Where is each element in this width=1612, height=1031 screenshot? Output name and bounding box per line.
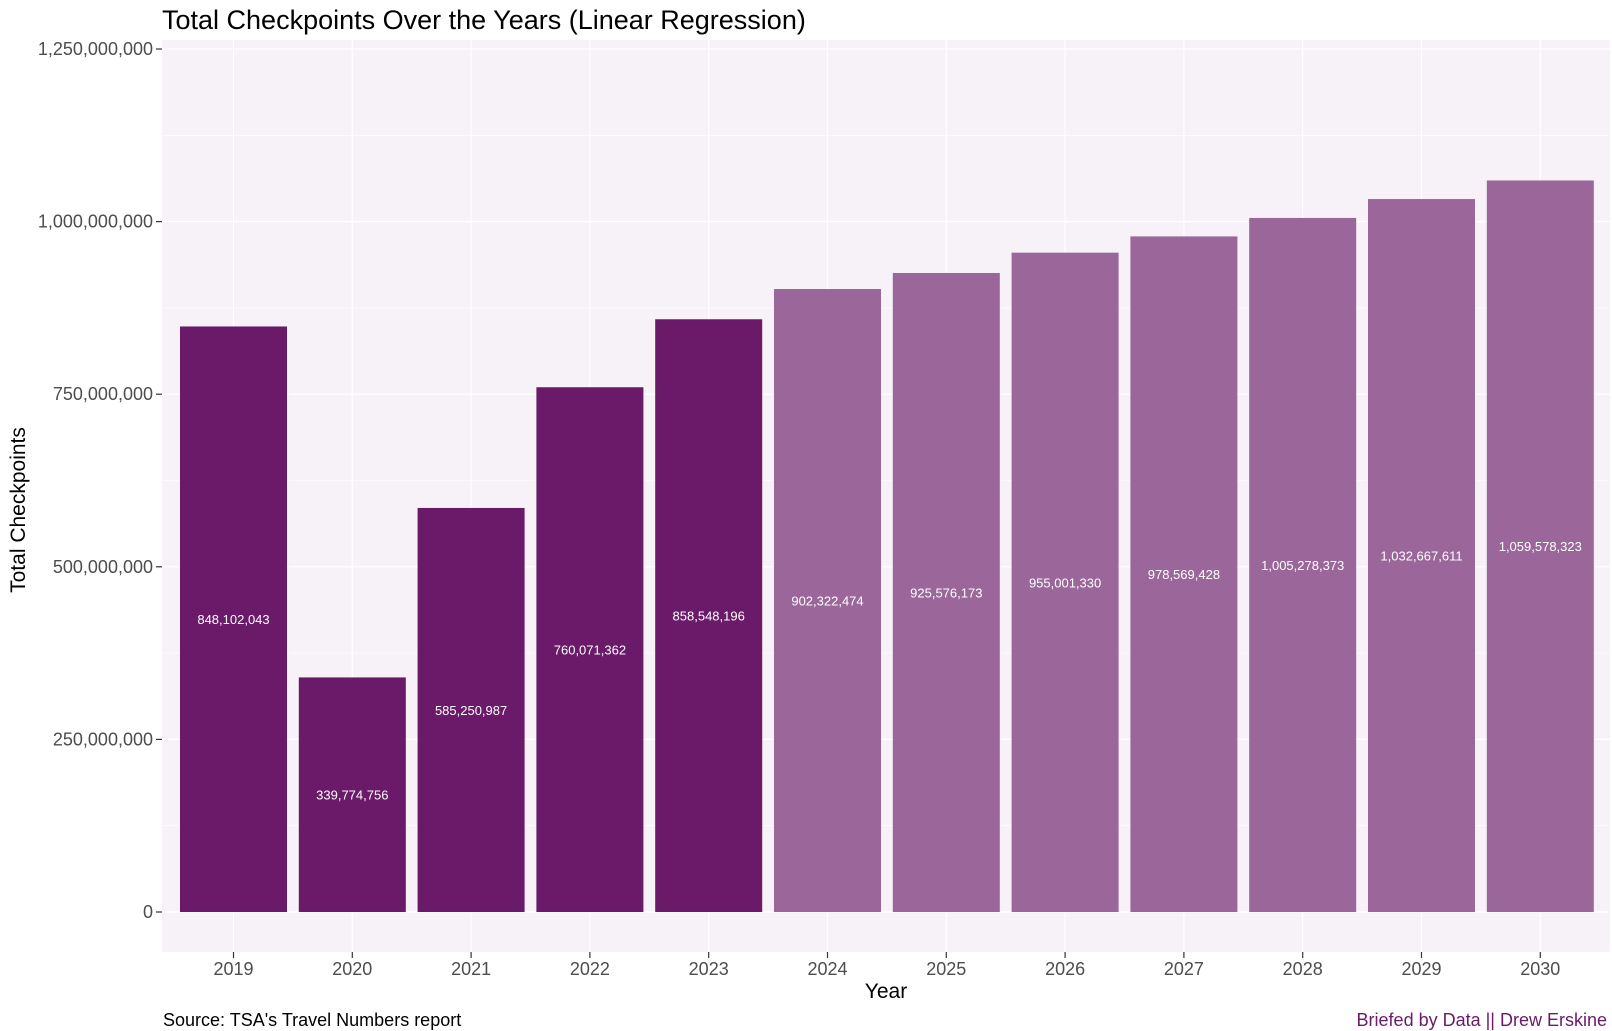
bar-2025 xyxy=(892,272,1000,913)
bar-value-label-2024: 902,322,474 xyxy=(791,594,863,609)
y-tick-label: 500,000,000 xyxy=(53,557,153,577)
bar-value-label-2028: 1,005,278,373 xyxy=(1261,558,1344,573)
bar-2023 xyxy=(655,319,763,913)
x-tick-label: 2020 xyxy=(332,959,372,979)
bar-value-label-2030: 1,059,578,323 xyxy=(1499,539,1582,554)
bar-2024 xyxy=(774,289,881,912)
bar-2020 xyxy=(298,677,406,912)
x-tick-label: 2019 xyxy=(213,959,253,979)
x-tick-label: 2025 xyxy=(926,959,966,979)
bar-2029 xyxy=(1368,199,1475,913)
x-tick-label: 2026 xyxy=(1045,959,1085,979)
bar-2022 xyxy=(536,387,644,913)
bar-value-label-2019: 848,102,043 xyxy=(197,612,269,627)
y-tick-label: 750,000,000 xyxy=(53,384,153,404)
bar-value-label-2022: 760,071,362 xyxy=(554,643,626,658)
bar-2030 xyxy=(1486,180,1594,912)
x-tick-label: 2027 xyxy=(1164,959,1204,979)
x-tick-label: 2030 xyxy=(1520,959,1560,979)
bar-2028 xyxy=(1249,217,1357,912)
y-tick-label: 1,000,000,000 xyxy=(38,212,153,232)
x-tick-label: 2029 xyxy=(1401,959,1441,979)
y-tick-label: 0 xyxy=(143,902,153,922)
chart-title: Total Checkpoints Over the Years (Linear… xyxy=(162,5,806,35)
y-tick-label: 250,000,000 xyxy=(53,729,153,749)
y-tick-label: 1,250,000,000 xyxy=(38,39,153,59)
bar-2019 xyxy=(180,326,287,912)
bar-2026 xyxy=(1011,252,1119,912)
x-tick-label: 2024 xyxy=(807,959,847,979)
x-tick-label: 2028 xyxy=(1283,959,1323,979)
bar-value-label-2025: 925,576,173 xyxy=(910,585,982,600)
x-axis-title: Year xyxy=(865,980,907,1003)
bar-value-label-2029: 1,032,667,611 xyxy=(1380,549,1462,564)
bar-2027 xyxy=(1130,236,1238,913)
x-tick-label: 2022 xyxy=(570,959,610,979)
bar-value-label-2026: 955,001,330 xyxy=(1029,575,1101,590)
bar-value-labels: 848,102,043 339,774,756 585,250,987 760,071… xyxy=(197,539,1582,802)
y-axis-title: Total Checkpoints xyxy=(7,427,30,593)
bar-value-label-2027: 978,569,428 xyxy=(1148,567,1220,582)
x-tick-label: 2023 xyxy=(689,959,729,979)
bar-2021 xyxy=(417,507,525,912)
x-tick-label: 2021 xyxy=(451,959,491,979)
bars xyxy=(180,180,1594,913)
y-axis: 0 250,000,000 500,000,000 750,000,000 1,000,… xyxy=(38,39,162,922)
bar-value-label-2020: 339,774,756 xyxy=(316,788,388,803)
x-axis: 2019 2020 2021 2022 2023 2024 2025 2026 2027 2028… xyxy=(213,952,1560,979)
bar-value-label-2023: 858,548,196 xyxy=(673,609,745,624)
source-caption: Source: TSA's Travel Numbers report xyxy=(163,1010,461,1030)
credit-caption: Briefed by Data || Drew Erskine xyxy=(1357,1010,1607,1030)
bar-value-label-2021: 585,250,987 xyxy=(435,703,507,718)
